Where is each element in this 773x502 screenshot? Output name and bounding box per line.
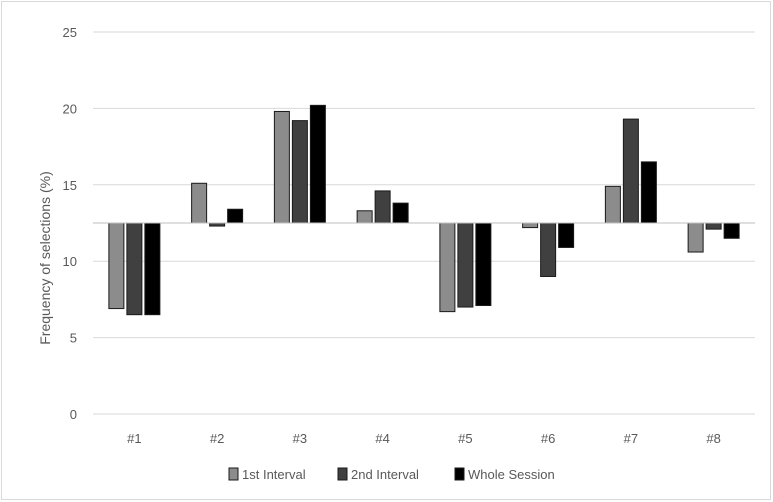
bar-whole-session xyxy=(475,222,492,307)
bar-1st-interval xyxy=(273,110,290,224)
legend-label: 1st Interval xyxy=(242,467,306,482)
bar-1st-interval xyxy=(191,182,208,224)
x-axis-ticks: #1 #2 #3 #4 #5 #6 #7 #8 xyxy=(127,431,721,446)
bar-whole-session xyxy=(392,202,409,224)
bar-1st-interval xyxy=(604,185,621,224)
y-tick-label: 10 xyxy=(63,254,77,269)
y-tick-label: 0 xyxy=(70,407,77,422)
legend-label: Whole Session xyxy=(468,467,555,482)
y-axis-title: Frequency of selections (%) xyxy=(37,171,53,345)
x-tick-label: #7 xyxy=(624,431,638,446)
bars xyxy=(108,104,740,316)
x-tick-label: #1 xyxy=(127,431,141,446)
x-tick-label: #8 xyxy=(706,431,720,446)
bar-2nd-interval xyxy=(705,222,722,230)
legend-swatch xyxy=(228,467,239,481)
bar-2nd-interval xyxy=(291,120,308,224)
x-tick-label: #3 xyxy=(293,431,307,446)
legend-swatch xyxy=(337,467,348,481)
bar-whole-session xyxy=(640,161,657,224)
bar-2nd-interval xyxy=(126,222,143,316)
bar-whole-session xyxy=(144,222,161,316)
bar-1st-interval xyxy=(108,222,125,310)
y-tick-label: 20 xyxy=(63,101,77,116)
bar-whole-session xyxy=(309,104,326,224)
bar-2nd-interval xyxy=(374,190,391,224)
legend: 1st Interval 2nd Interval Whole Session xyxy=(228,467,555,482)
bar-2nd-interval xyxy=(540,222,557,277)
legend-swatch xyxy=(454,467,465,481)
x-tick-label: #6 xyxy=(541,431,555,446)
bar-whole-session xyxy=(558,222,575,248)
x-tick-label: #5 xyxy=(458,431,472,446)
bar-whole-session xyxy=(723,222,740,239)
bar-1st-interval xyxy=(439,222,456,313)
x-tick-label: #2 xyxy=(210,431,224,446)
y-tick-label: 15 xyxy=(63,178,77,193)
bar-1st-interval xyxy=(356,210,373,224)
legend-label: 2nd Interval xyxy=(351,467,419,482)
bar-whole-session xyxy=(227,208,244,224)
y-axis-ticks: 0 5 10 15 20 25 xyxy=(63,25,77,422)
bar-1st-interval xyxy=(522,222,539,229)
gridlines xyxy=(93,31,755,415)
bar-2nd-interval xyxy=(457,222,474,308)
x-tick-label: #4 xyxy=(375,431,389,446)
bar-1st-interval xyxy=(687,222,704,253)
y-tick-label: 25 xyxy=(63,25,77,40)
y-tick-label: 5 xyxy=(70,331,77,346)
bar-2nd-interval xyxy=(622,118,639,224)
